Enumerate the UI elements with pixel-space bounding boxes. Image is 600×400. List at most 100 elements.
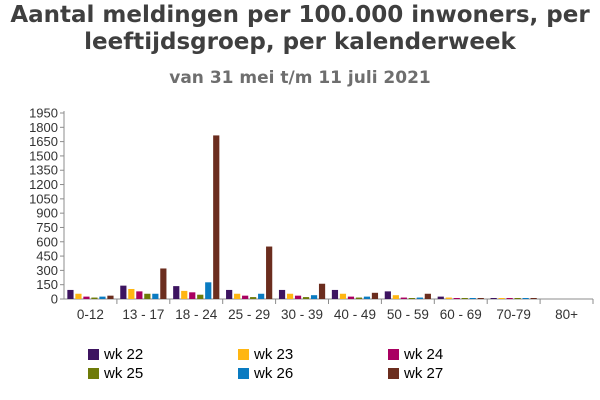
bar [355, 297, 363, 299]
x-tick-label: 13 - 17 [122, 307, 164, 322]
legend-swatch [388, 368, 399, 379]
bar [424, 293, 431, 299]
x-tick-label: 50 - 59 [387, 307, 429, 322]
bar [205, 282, 212, 299]
bar [67, 289, 74, 299]
bar [514, 298, 521, 299]
y-tick-label: 600 [36, 234, 58, 249]
bar [99, 296, 106, 299]
y-tick-label: 750 [36, 220, 58, 235]
legend-item: wk 26 [238, 365, 293, 382]
y-tick-label: 900 [36, 206, 58, 221]
bar [120, 285, 127, 299]
bar [213, 135, 220, 299]
y-tick-label: 1050 [29, 191, 58, 206]
bar [173, 286, 180, 299]
legend-swatch [238, 349, 249, 360]
bar [331, 289, 339, 299]
bar [453, 298, 460, 299]
legend-swatch [388, 349, 399, 360]
bar [197, 294, 204, 299]
legend-label: wk 26 [254, 365, 294, 382]
bar [371, 292, 379, 299]
bar [522, 298, 529, 299]
bar [144, 293, 151, 299]
legend-label: wk 27 [404, 365, 444, 382]
bar [226, 289, 233, 299]
legend-label: wk 23 [254, 346, 294, 363]
x-tick-label: 70-79 [496, 307, 531, 322]
y-tick-label: 450 [36, 249, 58, 264]
y-tick-label: 1650 [29, 134, 58, 149]
legend-swatch [88, 368, 99, 379]
legend-item: wk 25 [88, 365, 143, 382]
bar [83, 296, 90, 299]
bar [75, 293, 82, 299]
y-tick-label: 1500 [29, 148, 58, 163]
bar [469, 298, 476, 299]
bar [160, 268, 167, 299]
bar [408, 298, 415, 299]
legend-swatch [88, 349, 99, 360]
bar [461, 298, 468, 299]
bar [384, 291, 391, 299]
y-tick-label: 0 [51, 292, 58, 307]
bar [258, 293, 265, 299]
bar [445, 297, 452, 299]
y-tick-label: 1800 [29, 120, 58, 135]
y-tick-label: 150 [36, 277, 58, 292]
y-tick-label: 300 [36, 263, 58, 278]
legend-item: wk 27 [388, 365, 443, 382]
chart-subtitle: van 31 mei t/m 11 juli 2021 [169, 68, 431, 88]
x-tick-label: 0-12 [77, 307, 104, 322]
bar [490, 298, 497, 299]
bar [416, 297, 423, 299]
bar [278, 289, 286, 299]
bar [506, 298, 513, 299]
legend-swatch [238, 368, 249, 379]
bar [477, 298, 484, 299]
bar [234, 293, 241, 299]
bar [128, 288, 135, 299]
x-tick-label: 30 - 39 [281, 307, 323, 322]
bar [318, 283, 326, 299]
legend-label: wk 25 [104, 365, 144, 382]
bar [498, 298, 505, 299]
bar [294, 295, 302, 299]
bar [107, 295, 114, 299]
bar [286, 293, 294, 299]
y-tick-label: 1350 [29, 163, 58, 178]
bar [266, 246, 273, 299]
bar [302, 297, 310, 299]
bar [437, 296, 444, 299]
bar [189, 292, 196, 299]
bar [181, 290, 188, 299]
chart-title-line-2: leeftijdsgroep, per kalenderweek [84, 29, 516, 55]
bar [310, 295, 318, 299]
bar [136, 291, 143, 299]
legend-item: wk 22 [88, 346, 143, 363]
x-tick-label: 60 - 69 [440, 307, 482, 322]
legend-label: wk 24 [404, 346, 444, 363]
bar [152, 293, 159, 299]
bar [530, 298, 537, 299]
chart-title-line-1: Aantal meldingen per 100.000 inwoners, p… [10, 2, 590, 28]
bar [392, 295, 399, 299]
bar [250, 297, 257, 299]
bar [347, 296, 355, 299]
bar [242, 295, 249, 299]
legend-item: wk 24 [388, 346, 443, 363]
legend-label: wk 22 [104, 346, 144, 363]
bar [400, 297, 407, 299]
x-tick-label: 40 - 49 [334, 307, 376, 322]
x-tick-label: 18 - 24 [175, 307, 218, 322]
y-tick-label: 1200 [29, 177, 58, 192]
legend-item: wk 23 [238, 346, 293, 363]
bar [91, 297, 98, 299]
y-tick-label: 1950 [29, 106, 58, 121]
bar [363, 296, 371, 299]
x-tick-label: 80+ [555, 307, 578, 322]
x-tick-label: 25 - 29 [228, 307, 270, 322]
bar [339, 293, 347, 299]
